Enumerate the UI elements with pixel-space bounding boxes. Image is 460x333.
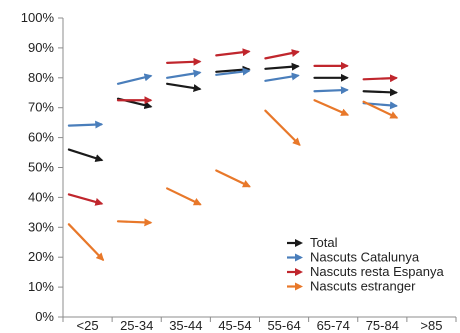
data-arrow <box>215 48 251 57</box>
legend-item: Nascuts resta Espanya <box>287 264 444 279</box>
y-tick-label: 70% <box>28 100 54 115</box>
y-tick-label: 40% <box>28 189 54 204</box>
series-total <box>67 62 398 162</box>
data-arrow <box>362 74 398 83</box>
data-arrow <box>166 69 202 79</box>
legend-label: Nascuts estranger <box>310 279 416 294</box>
data-arrow <box>215 67 251 76</box>
data-arrow <box>264 62 300 71</box>
x-tick-label: 45-54 <box>218 318 251 333</box>
data-arrow <box>264 49 300 60</box>
y-tick-label: 20% <box>28 249 54 264</box>
data-arrow <box>116 73 153 85</box>
x-tick-label: 35-44 <box>169 318 202 333</box>
data-arrow <box>313 99 350 116</box>
y-tick-label: 30% <box>28 219 54 234</box>
data-arrow <box>67 223 105 262</box>
data-arrow <box>215 169 251 188</box>
series-nascuts-resta-espanya <box>67 48 398 206</box>
data-arrow <box>166 57 202 66</box>
legend-item: Total <box>287 235 338 250</box>
y-tick-label: 100% <box>21 10 55 25</box>
legend-label: Nascuts Catalunya <box>310 250 420 265</box>
y-tick-label: 90% <box>28 40 54 55</box>
data-arrow <box>116 218 153 227</box>
legend-label: Nascuts resta Espanya <box>310 264 444 279</box>
y-tick-label: 60% <box>28 130 54 145</box>
data-arrow <box>313 86 349 95</box>
legend-label: Total <box>310 235 338 250</box>
x-tick-label: 75-84 <box>366 318 399 333</box>
data-arrow <box>166 82 202 92</box>
legend-item: Nascuts Catalunya <box>287 250 420 265</box>
data-arrow <box>67 120 104 129</box>
data-arrow <box>264 72 300 82</box>
data-arrow <box>264 109 301 146</box>
legend-item: Nascuts estranger <box>287 279 416 294</box>
data-arrow <box>67 148 104 162</box>
x-tick-label: 55-64 <box>267 318 300 333</box>
x-tick-label: <25 <box>77 318 99 333</box>
y-tick-label: 10% <box>28 279 54 294</box>
x-tick-label: >85 <box>420 318 442 333</box>
data-arrow <box>362 88 398 97</box>
x-tick-label: 65-74 <box>317 318 350 333</box>
y-tick-label: 0% <box>35 309 54 324</box>
data-arrow <box>166 187 202 206</box>
series-nascuts-estranger <box>67 99 399 262</box>
data-arrow <box>67 193 104 206</box>
y-tick-label: 80% <box>28 70 54 85</box>
x-tick-label: 25-34 <box>120 318 153 333</box>
data-arrow <box>362 100 399 119</box>
plot-area: 0% 10% 20% 30% 40% 50% 60% 70% 80% 90% 100% <25 25-3… <box>21 10 457 333</box>
y-tick-label: 50% <box>28 160 54 175</box>
